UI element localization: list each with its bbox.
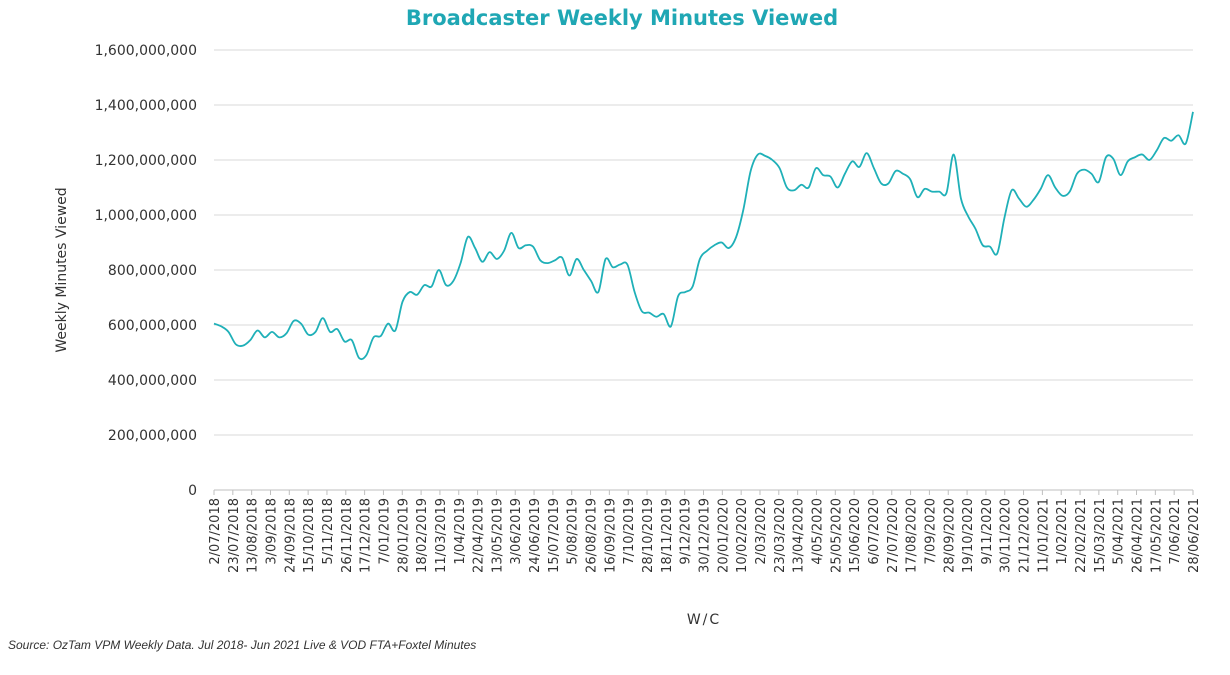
x-tick-label: 26/08/2019 [585, 498, 600, 573]
x-tick-label: 15/06/2020 [848, 498, 863, 573]
x-tick-label: 30/11/2020 [999, 498, 1014, 573]
y-tick-label: 1,000,000,000 [95, 208, 197, 224]
source-note: Source: OzTam VPM Weekly Data. Jul 2018-… [8, 638, 477, 652]
x-tick-label: 19/10/2020 [961, 498, 976, 573]
x-tick-label: 21/12/2020 [1018, 498, 1033, 573]
x-tick-label: 13/05/2019 [490, 498, 505, 573]
y-tick-label: 1,600,000,000 [95, 43, 197, 59]
y-tick-label: 400,000,000 [108, 373, 197, 389]
x-tick-label: 3/06/2019 [509, 498, 524, 565]
x-axis-label: W/C [687, 612, 721, 628]
y-tick-label: 1,200,000,000 [95, 153, 197, 169]
x-tick-label: 9/11/2020 [980, 498, 995, 565]
x-tick-label: 2/03/2020 [754, 498, 769, 565]
y-tick-label: 600,000,000 [108, 318, 197, 334]
x-tick-label: 15/03/2021 [1093, 498, 1108, 573]
y-axis: 0 200,000,000 400,000,000 600,000,000 800,00… [95, 43, 197, 499]
y-tick-label: 1,400,000,000 [95, 98, 197, 114]
x-tick-label: 27/07/2020 [886, 498, 901, 573]
y-tick-label: 200,000,000 [108, 428, 197, 444]
series-line [213, 111, 1194, 361]
x-tick-label: 22/02/2021 [1074, 498, 1089, 573]
x-tick-label: 2/07/2018 [208, 498, 223, 565]
x-tick-label: 7/09/2020 [923, 498, 938, 565]
x-tick-label: 11/03/2019 [434, 498, 449, 573]
x-tick-label: 15/07/2019 [547, 498, 562, 573]
x-tick-label: 16/09/2019 [603, 498, 618, 573]
x-tick-label: 26/04/2021 [1131, 498, 1146, 573]
x-tick-label: 24/09/2018 [283, 498, 298, 573]
x-tick-label: 17/12/2018 [359, 498, 374, 573]
x-tick-label: 18/02/2019 [415, 498, 430, 573]
x-tick-label: 22/04/2019 [472, 498, 487, 573]
x-tick-label: 1/04/2019 [453, 498, 468, 565]
x-tick-label: 28/06/2021 [1187, 498, 1202, 573]
x-tick-label: 7/06/2021 [1168, 498, 1183, 565]
x-tick-label: 25/05/2020 [829, 498, 844, 573]
y-axis-label: Weekly Minutes Viewed [54, 187, 70, 352]
x-tick-label: 10/02/2020 [735, 498, 750, 573]
x-tick-label: 5/11/2018 [321, 498, 336, 565]
y-tick-label: 0 [188, 483, 197, 499]
gridlines [214, 49, 1193, 436]
x-tick-label: 5/08/2019 [566, 498, 581, 565]
x-tick-label: 3/09/2018 [264, 498, 279, 565]
x-axis: 2/07/2018 23/07/2018 13/08/2018 3/09/2018 24… [208, 489, 1202, 573]
x-tick-label: 4/05/2020 [810, 498, 825, 565]
series-layer [213, 111, 1194, 361]
x-tick-label: 7/01/2019 [377, 498, 392, 565]
x-tick-label: 28/09/2020 [942, 498, 957, 573]
x-tick-label: 7/10/2019 [622, 498, 637, 565]
x-tick-label: 1/02/2021 [1055, 498, 1070, 565]
chart-title: Broadcaster Weekly Minutes Viewed [406, 6, 838, 30]
x-tick-label: 17/08/2020 [905, 498, 920, 573]
x-tick-label: 13/04/2020 [792, 498, 807, 573]
y-tick-label: 800,000,000 [108, 263, 197, 279]
x-tick-label: 9/12/2019 [679, 498, 694, 565]
x-tick-label: 26/11/2018 [340, 498, 355, 573]
x-tick-label: 17/05/2021 [1149, 498, 1164, 573]
x-tick-label: 20/01/2020 [716, 498, 731, 573]
x-tick-label: 23/03/2020 [773, 498, 788, 573]
x-tick-label: 18/11/2019 [660, 498, 675, 573]
x-tick-label: 24/06/2019 [528, 498, 543, 573]
x-tick-label: 15/10/2018 [302, 498, 317, 573]
x-tick-label: 28/01/2019 [396, 498, 411, 573]
x-tick-label: 6/07/2020 [867, 498, 882, 565]
x-tick-label: 28/10/2019 [641, 498, 656, 573]
x-tick-label: 13/08/2018 [246, 498, 261, 573]
x-tick-label: 11/01/2021 [1036, 498, 1051, 573]
x-tick-label: 23/07/2018 [227, 498, 242, 573]
x-tick-label: 30/12/2019 [698, 498, 713, 573]
x-tick-label: 5/04/2021 [1112, 498, 1127, 565]
